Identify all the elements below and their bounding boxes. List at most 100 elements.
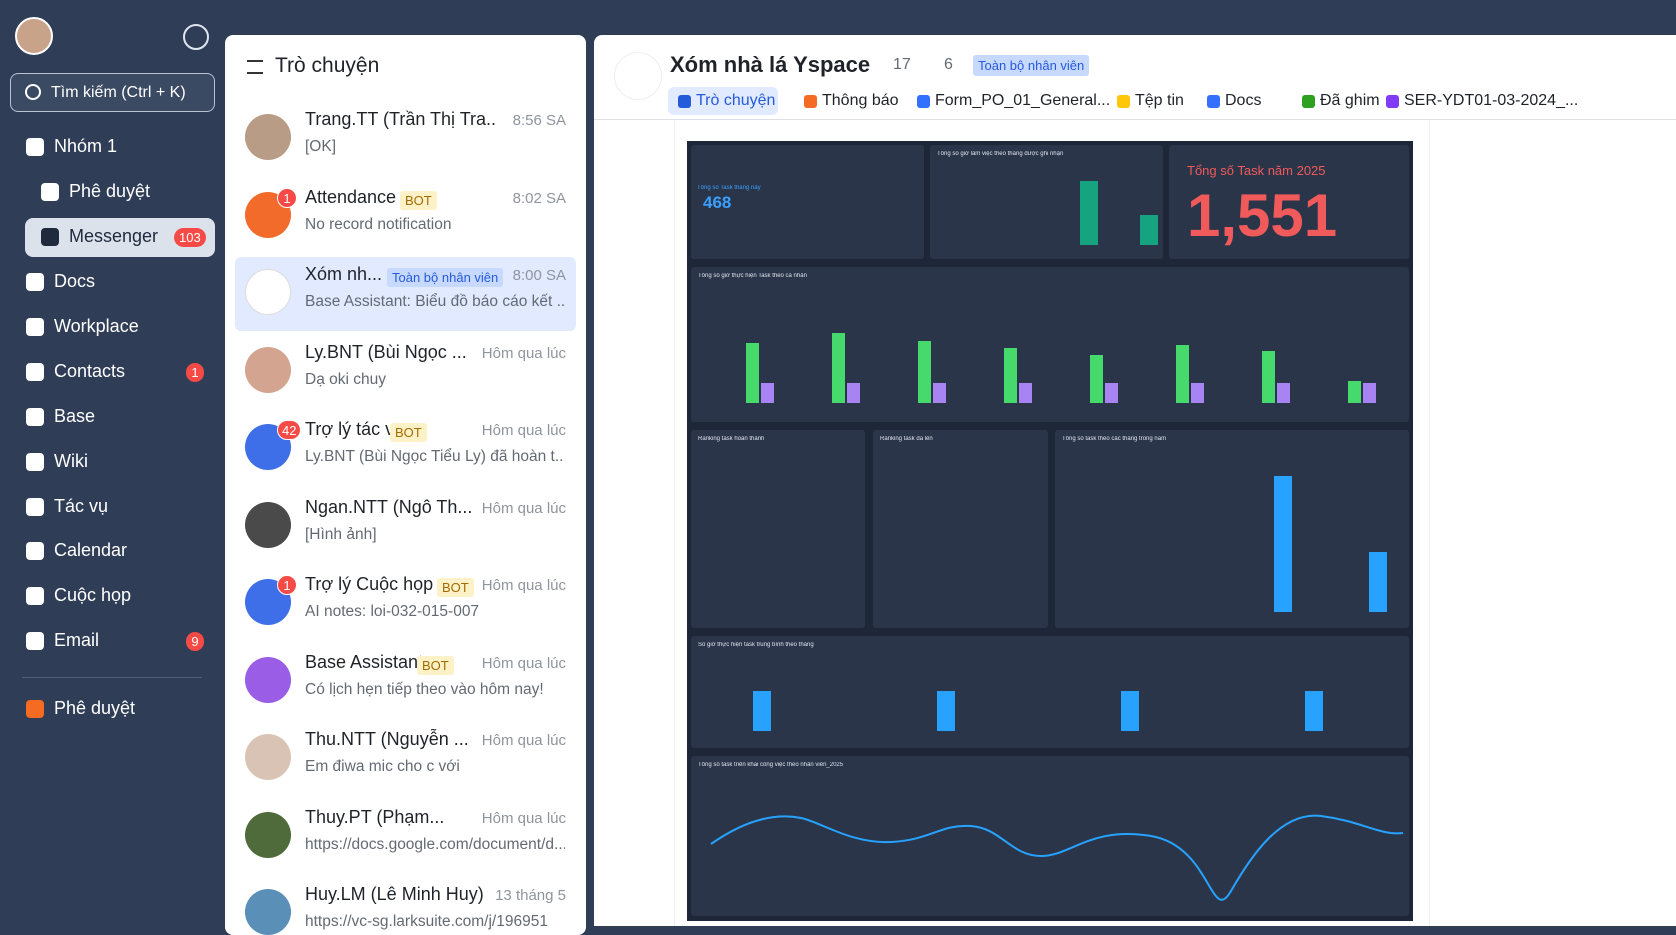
- chat-time: Hôm qua lúc: [481, 344, 566, 362]
- bar-shape: [1274, 476, 1292, 612]
- menu-icon: [247, 60, 263, 74]
- chat-name[interactable]: Base Assistant: [305, 651, 424, 672]
- nav-label[interactable]: Contacts: [54, 361, 126, 381]
- chat-name[interactable]: Xóm nh...: [305, 264, 383, 284]
- bar-shape: [753, 691, 771, 731]
- chat-name[interactable]: Trang.TT (Trần Thị Tra...: [305, 109, 495, 129]
- chat-avatar: [245, 889, 291, 935]
- bar-shape: [1105, 383, 1118, 403]
- chat-avatar: [245, 114, 291, 160]
- nav-label[interactable]: Phê duyệt: [69, 181, 151, 201]
- tab[interactable]: Đã ghim: [1320, 92, 1380, 109]
- nav-label[interactable]: Calendar: [54, 540, 128, 560]
- chat-name[interactable]: Ngan.NTT (Ngô Th...: [305, 496, 473, 517]
- search-box[interactable]: Tìm kiếm (Ctrl + K): [10, 73, 215, 112]
- tab[interactable]: SER-YDT01-03-2024_...: [1404, 92, 1579, 109]
- nav-icon: [26, 318, 44, 336]
- chat-name[interactable]: Thu.NTT (Nguyễn ...: [305, 729, 469, 749]
- chat-tag: BOT: [417, 655, 454, 675]
- bar-shape: [746, 343, 759, 403]
- nav-icon: [26, 138, 44, 156]
- badge: 9: [186, 632, 204, 651]
- chat-tag: BOT: [400, 190, 437, 210]
- panel: Ranking task hoàn thành: [691, 430, 865, 628]
- nav-label[interactable]: Wiki: [54, 451, 88, 471]
- chat-avatar: [245, 501, 291, 548]
- message-column: [674, 120, 1430, 926]
- tab[interactable]: Trò chuyện: [696, 92, 776, 109]
- chat-name[interactable]: Attendance: [305, 186, 397, 207]
- chat-preview: Ly.BNT (Bùi Ngọc Tiểu Ly) đã hoàn t...: [305, 448, 565, 465]
- nav-icon: [26, 632, 44, 650]
- tab[interactable]: Form_PO_01_General...: [935, 92, 1111, 109]
- badge: 103: [174, 228, 206, 247]
- panel: Ranking task đã lên: [873, 430, 1048, 628]
- chat-name[interactable]: Trợ lý Cuộc họp: [305, 574, 434, 594]
- nav-label[interactable]: Email: [54, 630, 100, 650]
- nav-icon: [26, 498, 44, 516]
- nav-icon: [26, 363, 44, 381]
- panel: Tổng số giờ thực hiện Task theo cá nhân: [691, 267, 1409, 422]
- panel-title: Ranking task hoàn thành: [698, 436, 765, 442]
- panel: Số giờ thực hiện task trung bình theo th…: [691, 636, 1409, 748]
- chat-list: Trò chuyện Trang.TT (Trần Thị Tra... 8:56 …: [225, 35, 586, 935]
- nav-label[interactable]: Tác vụ: [54, 496, 109, 516]
- add-button[interactable]: [183, 24, 209, 50]
- chat-preview: https://docs.google.com/document/d...: [305, 835, 565, 853]
- nav-label[interactable]: Phê duyệt: [54, 698, 136, 718]
- chat-time: Hôm qua lúc: [481, 809, 566, 827]
- chat-avatar: [245, 346, 291, 393]
- chat-preview: Base Assistant: Biểu đồ báo cáo kết ...: [305, 293, 565, 310]
- bar-shape: [847, 383, 860, 403]
- tab-add[interactable]: [1571, 87, 1591, 111]
- tab[interactable]: Docs: [1225, 92, 1262, 109]
- tab-icon: [1117, 95, 1130, 108]
- members-count: 17: [893, 56, 911, 73]
- chat-name[interactable]: Huy.LM (Lê Minh Huy): [305, 884, 484, 904]
- chat-name[interactable]: Thuy.PT (Phạm...: [305, 806, 445, 827]
- bar-shape: [1004, 348, 1017, 403]
- chat-preview: No record notification: [305, 215, 452, 233]
- chat-tag: BOT: [390, 423, 427, 442]
- chat-tag: BOT: [437, 578, 474, 597]
- chat-name[interactable]: Ly.BNT (Bùi Ngọc ...: [305, 341, 467, 362]
- chat-preview: Dạ oki chuy: [305, 370, 386, 388]
- bar-shape: [1277, 383, 1290, 403]
- panel-title: Tổng số task triển khai công việc theo n…: [698, 762, 844, 768]
- chat-badge: 42: [277, 420, 302, 440]
- badge: 1: [186, 363, 204, 382]
- nav-icon: [26, 273, 44, 291]
- chat-avatar: [245, 656, 291, 703]
- divider: [22, 677, 202, 678]
- panel: Tổng số task theo các tháng trong năm: [1055, 430, 1409, 628]
- bar-shape: [761, 383, 774, 403]
- nav-label[interactable]: Messenger: [69, 226, 159, 246]
- nav-label[interactable]: Docs: [54, 271, 96, 291]
- nav-icon: [41, 228, 59, 246]
- nav-label[interactable]: Workplace: [54, 316, 139, 336]
- chat-avatar: [245, 811, 291, 858]
- dashboard: Tổng số Task tháng này 468 Tổng số giờ làm…: [687, 141, 1413, 921]
- chat-time: Hôm qua lúc: [481, 654, 566, 672]
- chat-name[interactable]: Trợ lý tác vụ: [305, 419, 405, 439]
- panel: Tổng số Task năm 2025 1,551: [1169, 145, 1409, 259]
- chat-panel: Xóm nhà lá Yspace 17 6 Toàn bộ nhân viên Trò…: [594, 35, 1676, 926]
- nav-label[interactable]: Nhóm 1: [54, 136, 118, 156]
- chat-tag: Toàn bộ nhân viên: [973, 55, 1090, 76]
- bar-shape: [1363, 383, 1376, 403]
- tab-icon: [1386, 95, 1399, 108]
- panel-title: Số giờ thực hiện task trung bình theo th…: [698, 642, 814, 648]
- panel: Tổng số Task tháng này 468: [691, 145, 924, 259]
- panel-title: Ranking task đã lên: [880, 436, 933, 442]
- tab[interactable]: Tệp tin: [1135, 92, 1184, 109]
- kpi-value: 1,551: [1187, 182, 1338, 249]
- tab[interactable]: Thông báo: [822, 92, 899, 109]
- nav-icon: [26, 587, 44, 605]
- chat-tag: Toàn bộ nhân viên: [387, 268, 504, 287]
- nav-label[interactable]: Base: [54, 406, 96, 426]
- chat-avatar: [245, 734, 291, 780]
- kpi-label: Tổng số Task tháng này: [697, 185, 761, 191]
- nav-label[interactable]: Cuộc họp: [54, 585, 132, 605]
- chat-badge: 1: [277, 187, 297, 208]
